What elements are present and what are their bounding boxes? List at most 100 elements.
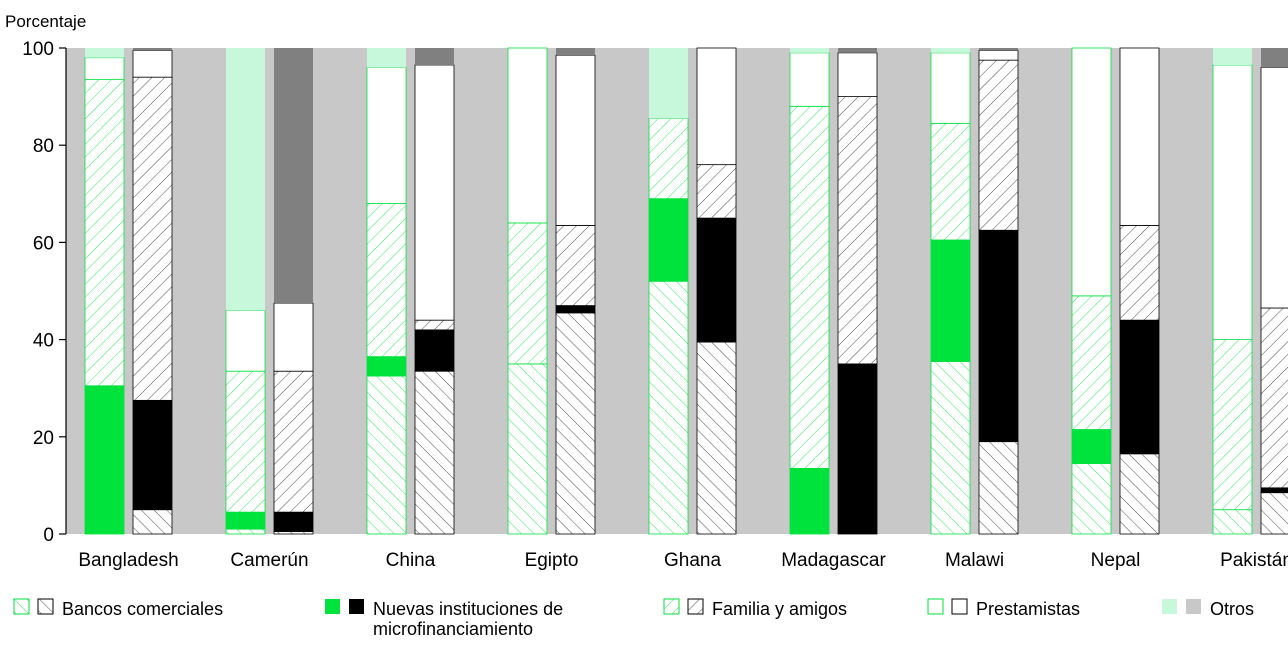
bar-nepal-green-family <box>1071 295 1112 430</box>
bar-ghana-green-bank <box>648 280 689 535</box>
bar-malawi-black-bank <box>978 441 1019 535</box>
bar-pakistán-black-moneylender <box>1260 67 1288 309</box>
bar-pakistán-black-microfinance <box>1260 487 1288 494</box>
legend-swatch <box>951 598 968 615</box>
legend-swatch <box>37 598 54 615</box>
bar-bangladesh-green-moneylender <box>84 57 125 80</box>
bar-malawi-green-bank <box>930 361 971 535</box>
bar-pakistán-green-bank <box>1212 509 1253 535</box>
bar-malawi-green-microfinance <box>930 239 971 362</box>
legend-swatch <box>13 598 30 615</box>
legend-label: Bancos comerciales <box>62 599 223 619</box>
bar-pakistán-green-other <box>1213 48 1252 66</box>
category-label: Pakistán <box>1220 550 1288 571</box>
y-tick-label: 0 <box>43 525 54 546</box>
category-label: Egipto <box>525 550 579 571</box>
bar-malawi-green-other <box>931 48 970 53</box>
bar-china-green-other <box>367 48 406 68</box>
bar-egipto-green-bank <box>507 363 548 535</box>
bar-camerún-green-other <box>226 48 265 311</box>
legend: Bancos comerciales Nuevas instituciones d… <box>13 598 1254 639</box>
bar-malawi-black-family <box>978 59 1019 231</box>
bar-nepal-green-bank <box>1071 463 1112 535</box>
bar-malawi-black-other <box>979 48 1018 51</box>
bar-bangladesh-green-family <box>84 79 125 387</box>
bar-pakistán-black-other <box>1261 48 1288 68</box>
y-tick-label: 20 <box>33 428 54 449</box>
bar-bangladesh-black-bank <box>132 509 173 535</box>
bar-ghana-green-other <box>649 48 688 119</box>
category-label: Nepal <box>1091 550 1141 571</box>
legend-swatch <box>663 598 680 615</box>
bar-bangladesh-green-microfinance <box>84 385 125 535</box>
bar-nepal-black-moneylender <box>1119 47 1160 226</box>
bar-nepal-green-moneylender <box>1071 47 1112 297</box>
bar-camerún-black-microfinance <box>273 511 314 532</box>
bar-egipto-black-microfinance <box>555 305 596 314</box>
bar-china-black-family <box>414 319 455 331</box>
plot-area <box>66 47 1288 535</box>
bar-madagascar-black-microfinance <box>837 363 878 535</box>
bar-ghana-black-family <box>696 164 737 219</box>
bar-malawi-green-moneylender <box>930 52 971 124</box>
bar-bangladesh-black-microfinance <box>132 399 173 511</box>
bar-egipto-black-moneylender <box>555 54 596 226</box>
bar-camerún-green-family <box>225 370 266 513</box>
bar-pakistán-green-moneylender <box>1212 64 1253 340</box>
bar-bangladesh-black-moneylender <box>132 50 173 78</box>
bar-china-black-moneylender <box>414 64 455 321</box>
bar-madagascar-black-moneylender <box>837 52 878 98</box>
bar-camerún-green-microfinance <box>225 511 266 530</box>
bar-china-green-microfinance <box>366 356 407 377</box>
y-tick-label: 80 <box>33 136 54 157</box>
bar-camerún-black-moneylender <box>273 302 314 372</box>
bar-malawi-black-moneylender <box>978 50 1019 61</box>
y-axis: 0 20 40 60 80 100 Porcentaje <box>5 12 86 546</box>
legend-swatch <box>1186 599 1201 614</box>
y-tick-label: 60 <box>33 233 54 254</box>
bar-camerún-green-bank <box>225 528 266 535</box>
bar-pakistán-black-bank <box>1260 492 1288 535</box>
bar-camerún-black-other <box>274 48 313 304</box>
bar-egipto-green-moneylender <box>507 47 548 224</box>
bar-ghana-green-microfinance <box>648 198 689 282</box>
bar-pakistán-black-family <box>1260 307 1288 489</box>
bar-china-green-bank <box>366 375 407 535</box>
bar-bangladesh-black-family <box>132 76 173 401</box>
bar-nepal-black-bank <box>1119 453 1160 535</box>
legend-label: Prestamistas <box>976 599 1080 619</box>
legend-swatch <box>325 599 340 614</box>
legend-label: Nuevas instituciones de <box>373 599 563 619</box>
bar-ghana-black-moneylender <box>696 47 737 166</box>
bar-malawi-black-microfinance <box>978 229 1019 443</box>
y-tick-label: 40 <box>33 331 54 352</box>
legend-label: Otros <box>1210 599 1254 619</box>
bar-pakistán-green-family <box>1212 339 1253 511</box>
bar-china-black-bank <box>414 370 455 535</box>
bar-nepal-black-family <box>1119 224 1160 321</box>
bar-madagascar-green-moneylender <box>789 52 830 107</box>
bar-egipto-black-bank <box>555 312 596 535</box>
y-tick-label: 100 <box>22 39 54 60</box>
bar-madagascar-green-other <box>790 48 829 53</box>
bar-ghana-black-microfinance <box>696 217 737 343</box>
bar-egipto-black-family <box>555 224 596 306</box>
legend-label: Familia y amigos <box>712 599 847 619</box>
bar-china-black-other <box>415 48 454 66</box>
bar-china-green-family <box>366 203 407 358</box>
legend-swatch <box>1162 599 1177 614</box>
bar-egipto-green-family <box>507 222 548 365</box>
bar-madagascar-black-other <box>838 48 877 53</box>
category-label: Malawi <box>945 550 1004 571</box>
category-label: Bangladesh <box>78 550 178 571</box>
bar-bangladesh-green-other <box>85 48 124 58</box>
bar-egipto-black-other <box>556 48 595 56</box>
bar-madagascar-green-microfinance <box>789 467 830 535</box>
bar-madagascar-green-family <box>789 105 830 469</box>
bar-china-black-microfinance <box>414 329 455 372</box>
legend-swatch <box>927 598 944 615</box>
bar-ghana-green-family <box>648 118 689 200</box>
category-label: Ghana <box>664 550 721 571</box>
bar-madagascar-black-family <box>837 96 878 365</box>
